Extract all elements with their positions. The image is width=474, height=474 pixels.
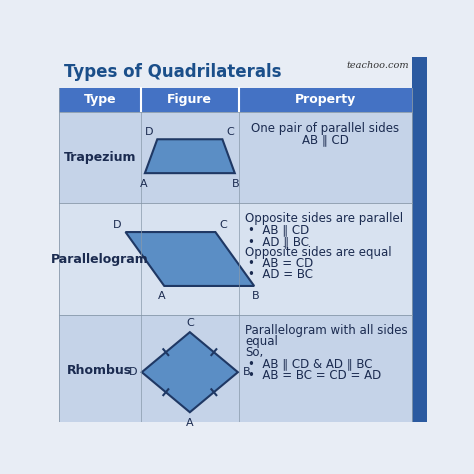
Polygon shape	[126, 232, 254, 286]
Text: teachoo.com: teachoo.com	[346, 61, 409, 70]
Text: •  AB = BC = CD = AD: • AB = BC = CD = AD	[248, 369, 382, 382]
Text: Opposite sides are equal: Opposite sides are equal	[245, 246, 392, 259]
Text: B: B	[232, 179, 239, 189]
Text: C: C	[219, 220, 227, 230]
Text: Property: Property	[295, 93, 356, 107]
Text: A: A	[158, 292, 166, 301]
Text: A: A	[140, 179, 148, 189]
Text: C: C	[186, 318, 194, 328]
Text: •  AD = BC: • AD = BC	[248, 268, 313, 281]
Text: Type: Type	[83, 93, 116, 107]
Text: D: D	[128, 367, 137, 377]
Bar	[141, 315, 239, 427]
Text: •  AB ∥ CD: • AB ∥ CD	[248, 224, 310, 237]
Text: One pair of parallel sides: One pair of parallel sides	[251, 121, 400, 135]
Text: •  AB ∥ CD & AD ∥ BC: • AB ∥ CD & AD ∥ BC	[248, 357, 373, 371]
Text: •  AB = CD: • AB = CD	[248, 257, 314, 270]
Text: Trapezium: Trapezium	[64, 151, 136, 164]
Bar	[59, 57, 412, 88]
Text: Types of Quadrilaterals: Types of Quadrilaterals	[64, 63, 282, 81]
Text: AB ∥ CD: AB ∥ CD	[302, 133, 349, 146]
Text: B: B	[252, 292, 260, 301]
Bar	[141, 88, 239, 112]
Text: D: D	[145, 127, 154, 137]
Polygon shape	[145, 139, 235, 173]
Text: A: A	[186, 418, 194, 428]
Text: Opposite sides are parallel: Opposite sides are parallel	[245, 212, 403, 226]
Text: •  AD ∥ BC: • AD ∥ BC	[248, 235, 310, 248]
Bar	[59, 112, 141, 203]
Text: D: D	[113, 220, 122, 230]
Bar	[239, 315, 412, 427]
Polygon shape	[142, 332, 238, 412]
Bar	[239, 203, 412, 315]
Text: C: C	[226, 127, 234, 137]
Text: Parallelogram with all sides: Parallelogram with all sides	[245, 324, 408, 337]
Text: Parallelogram: Parallelogram	[51, 253, 149, 265]
Bar	[412, 57, 427, 422]
Bar	[59, 315, 141, 427]
Text: So,: So,	[245, 346, 264, 359]
Text: B: B	[243, 367, 250, 377]
Bar	[141, 203, 239, 315]
Bar	[239, 88, 412, 112]
Bar	[239, 112, 412, 203]
Bar	[59, 203, 141, 315]
Bar	[59, 88, 141, 112]
Bar	[141, 112, 239, 203]
Text: Figure: Figure	[167, 93, 212, 107]
Text: equal: equal	[245, 335, 278, 348]
Text: Rhombus: Rhombus	[67, 364, 133, 377]
